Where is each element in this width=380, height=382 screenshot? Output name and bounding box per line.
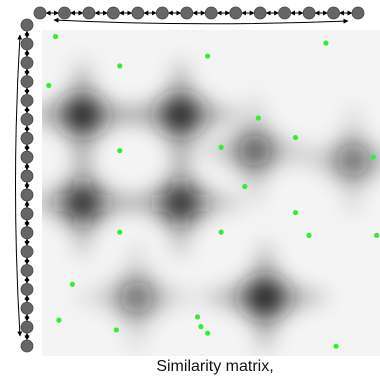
sequence-node bbox=[20, 207, 34, 221]
sequence-node bbox=[20, 188, 34, 202]
sequence-node bbox=[351, 6, 365, 20]
sequence-node bbox=[20, 131, 34, 145]
sequence-node bbox=[58, 6, 71, 20]
sequence-long-edge bbox=[53, 17, 349, 25]
matrix-point bbox=[113, 327, 119, 333]
sequence-node bbox=[131, 6, 145, 20]
sequence-node bbox=[20, 56, 34, 70]
matrix-point bbox=[198, 324, 204, 330]
matrix-point bbox=[292, 209, 299, 216]
matrix-point bbox=[46, 82, 52, 89]
matrix-dark-regions bbox=[42, 59, 380, 353]
matrix-caption: Similarity matrix, bbox=[156, 358, 274, 375]
dark-region bbox=[118, 59, 243, 170]
sequence-node bbox=[20, 264, 34, 277]
matrix-point bbox=[218, 229, 224, 235]
dark-region bbox=[290, 105, 380, 216]
left-sequence-graph bbox=[15, 18, 34, 353]
matrix-point bbox=[374, 232, 380, 238]
sequence-node bbox=[20, 226, 34, 240]
dark-region bbox=[118, 147, 243, 258]
dark-region bbox=[192, 95, 317, 206]
sequence-node bbox=[20, 245, 34, 258]
matrix-point bbox=[205, 53, 211, 59]
dark-region bbox=[42, 59, 145, 170]
dark-region-core bbox=[164, 98, 197, 131]
matrix-point bbox=[306, 232, 312, 238]
dark-region-core bbox=[336, 144, 369, 177]
dark-region-core bbox=[66, 186, 99, 219]
matrix-point bbox=[56, 317, 62, 323]
dark-region-core bbox=[249, 281, 282, 314]
sequence-node bbox=[204, 6, 218, 20]
matrix-point bbox=[117, 148, 123, 154]
sequence-node bbox=[180, 6, 194, 20]
dark-region-core bbox=[66, 98, 99, 131]
sequence-node bbox=[20, 339, 34, 353]
matrix-point bbox=[333, 343, 339, 349]
sequence-node bbox=[302, 6, 316, 20]
matrix-point bbox=[205, 330, 211, 336]
sequence-node bbox=[20, 94, 34, 107]
matrix-point bbox=[255, 115, 261, 121]
matrix-point bbox=[292, 134, 299, 141]
dark-region-core bbox=[120, 281, 153, 314]
sequence-node bbox=[20, 37, 34, 51]
similarity-matrix bbox=[42, 30, 380, 356]
sequence-node bbox=[33, 6, 47, 20]
matrix-point bbox=[370, 154, 376, 160]
matrix-point bbox=[218, 144, 224, 150]
sequence-node bbox=[20, 282, 34, 296]
sequence-node bbox=[106, 6, 120, 20]
matrix-point bbox=[69, 281, 76, 287]
matrix-point bbox=[323, 40, 329, 46]
sequence-node bbox=[278, 6, 292, 20]
matrix-point bbox=[194, 314, 201, 320]
dark-region bbox=[74, 242, 199, 353]
sequence-node bbox=[20, 150, 34, 164]
sequence-node bbox=[20, 113, 34, 126]
matrix-point bbox=[117, 63, 123, 69]
top-sequence-graph bbox=[33, 6, 365, 25]
dark-region bbox=[42, 147, 145, 258]
sequence-node bbox=[20, 75, 34, 89]
sequence-node bbox=[20, 169, 34, 183]
sequence-node bbox=[327, 6, 340, 20]
sequence-long-edge bbox=[15, 34, 23, 337]
dark-region-core bbox=[164, 186, 197, 219]
sequence-node bbox=[253, 6, 267, 20]
sequence-node bbox=[229, 6, 243, 20]
matrix-point bbox=[117, 229, 123, 235]
dark-region bbox=[203, 242, 328, 353]
matrix-point bbox=[52, 33, 59, 40]
sequence-node bbox=[20, 18, 34, 32]
dark-region-core bbox=[238, 134, 271, 167]
matrix-points bbox=[46, 33, 380, 349]
sequence-node bbox=[20, 301, 34, 315]
sequence-node bbox=[155, 6, 169, 20]
matrix-point bbox=[242, 183, 248, 190]
sequence-node bbox=[82, 6, 96, 20]
sequence-node bbox=[20, 320, 34, 334]
